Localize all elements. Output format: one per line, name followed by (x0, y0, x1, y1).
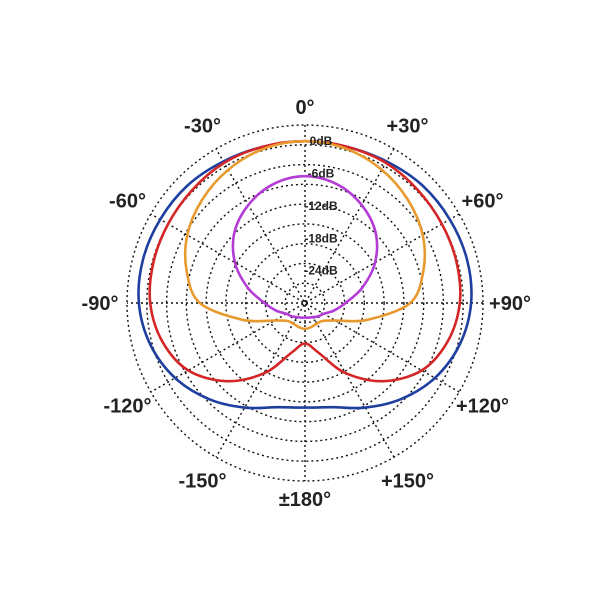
polar-grid (126, 124, 484, 482)
grid-ring (225, 223, 385, 383)
angle-label: +150° (381, 471, 434, 493)
grid-spoke (215, 148, 395, 458)
angle-label: -60° (109, 191, 146, 213)
angle-label: +120° (456, 396, 509, 418)
grid-spoke (215, 148, 395, 458)
grid-ring (244, 242, 365, 363)
angle-label: ±180° (279, 489, 331, 511)
angle-label: 0° (295, 97, 314, 119)
series-line-4 (231, 174, 379, 319)
angle-label: -90° (82, 293, 119, 315)
angle-label: +30° (387, 116, 429, 138)
series-layer (137, 139, 473, 410)
radial-db-label: -18dB (304, 231, 338, 245)
angle-label: +90° (489, 293, 531, 315)
angle-label: -120° (103, 396, 151, 418)
radial-db-label: 0dB (310, 134, 333, 148)
angle-label: +60° (462, 191, 504, 213)
radial-db-label: -6dB (308, 167, 335, 181)
grid-spoke (150, 213, 460, 393)
label-layer: 0° +30° +60° +90° +120° +150° ±180° -150° -120° -… (82, 97, 531, 511)
grid-ring (165, 163, 445, 443)
series-line-1 (137, 139, 473, 410)
radial-db-label: -12dB (304, 199, 338, 213)
angle-label: -150° (178, 471, 226, 493)
series-line-3 (183, 139, 427, 331)
series-line-2 (148, 139, 462, 383)
angle-label: -30° (184, 116, 221, 138)
radial-db-label: -24dB (304, 264, 338, 278)
grid-ring (284, 282, 326, 324)
grid-spoke (150, 213, 460, 393)
